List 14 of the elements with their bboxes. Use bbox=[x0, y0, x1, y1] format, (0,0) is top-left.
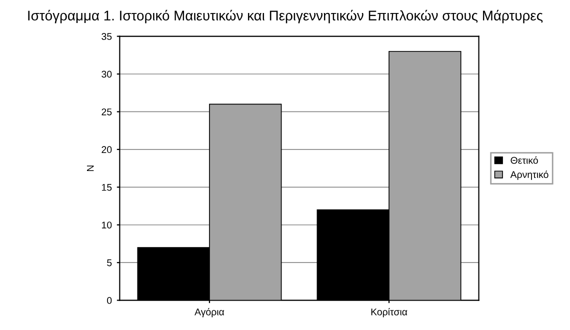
y-tick-label: 30 bbox=[102, 70, 112, 78]
y-tick-label: 20 bbox=[102, 146, 112, 154]
y-tick-label: 25 bbox=[102, 108, 112, 116]
y-tick-label: 0 bbox=[107, 297, 112, 304]
y-tick-label: 5 bbox=[107, 259, 112, 266]
legend-label: Αρνητικό bbox=[510, 170, 548, 180]
x-tick-label: Κορίτσια bbox=[371, 308, 408, 318]
chart-title: Ιστόγραμμα 1. Ιστορικό Μαιευτικών και Περιγεννητικών Επιπλοκών στους Μάρτυρες bbox=[28, 10, 543, 24]
y-tick-label: 10 bbox=[102, 222, 112, 228]
x-tick-label: Αγόρια bbox=[194, 308, 224, 318]
y-tick-label: 15 bbox=[102, 184, 112, 191]
y-tick-label: 35 bbox=[102, 33, 112, 40]
y-axis-title: N bbox=[86, 166, 94, 172]
legend-label: Θετικό bbox=[510, 156, 538, 164]
